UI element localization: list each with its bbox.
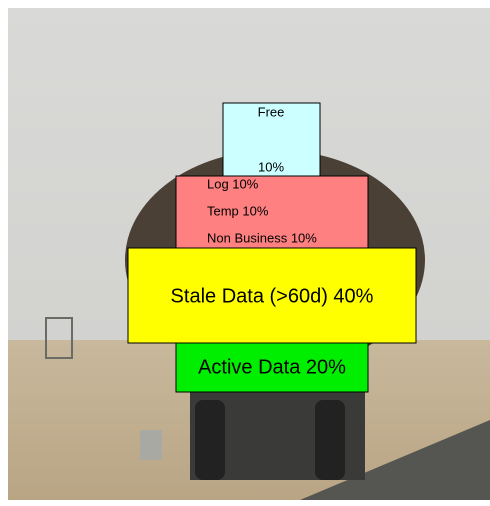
free-percent: 10%	[258, 159, 284, 174]
segment-label: Temp 10%	[207, 203, 269, 218]
free-label: Free	[258, 104, 285, 119]
page: Free 10% Log 10% Temp 10% Non Business 1…	[0, 0, 490, 506]
active-label: Active Data 20%	[198, 356, 346, 378]
stale-label: Stale Data (>60d) 40%	[171, 285, 374, 307]
segment-label: Non Business 10%	[207, 230, 317, 245]
segment-label: Log 10%	[207, 176, 259, 191]
diagram: Free 10% Log 10% Temp 10% Non Business 1…	[0, 0, 490, 506]
